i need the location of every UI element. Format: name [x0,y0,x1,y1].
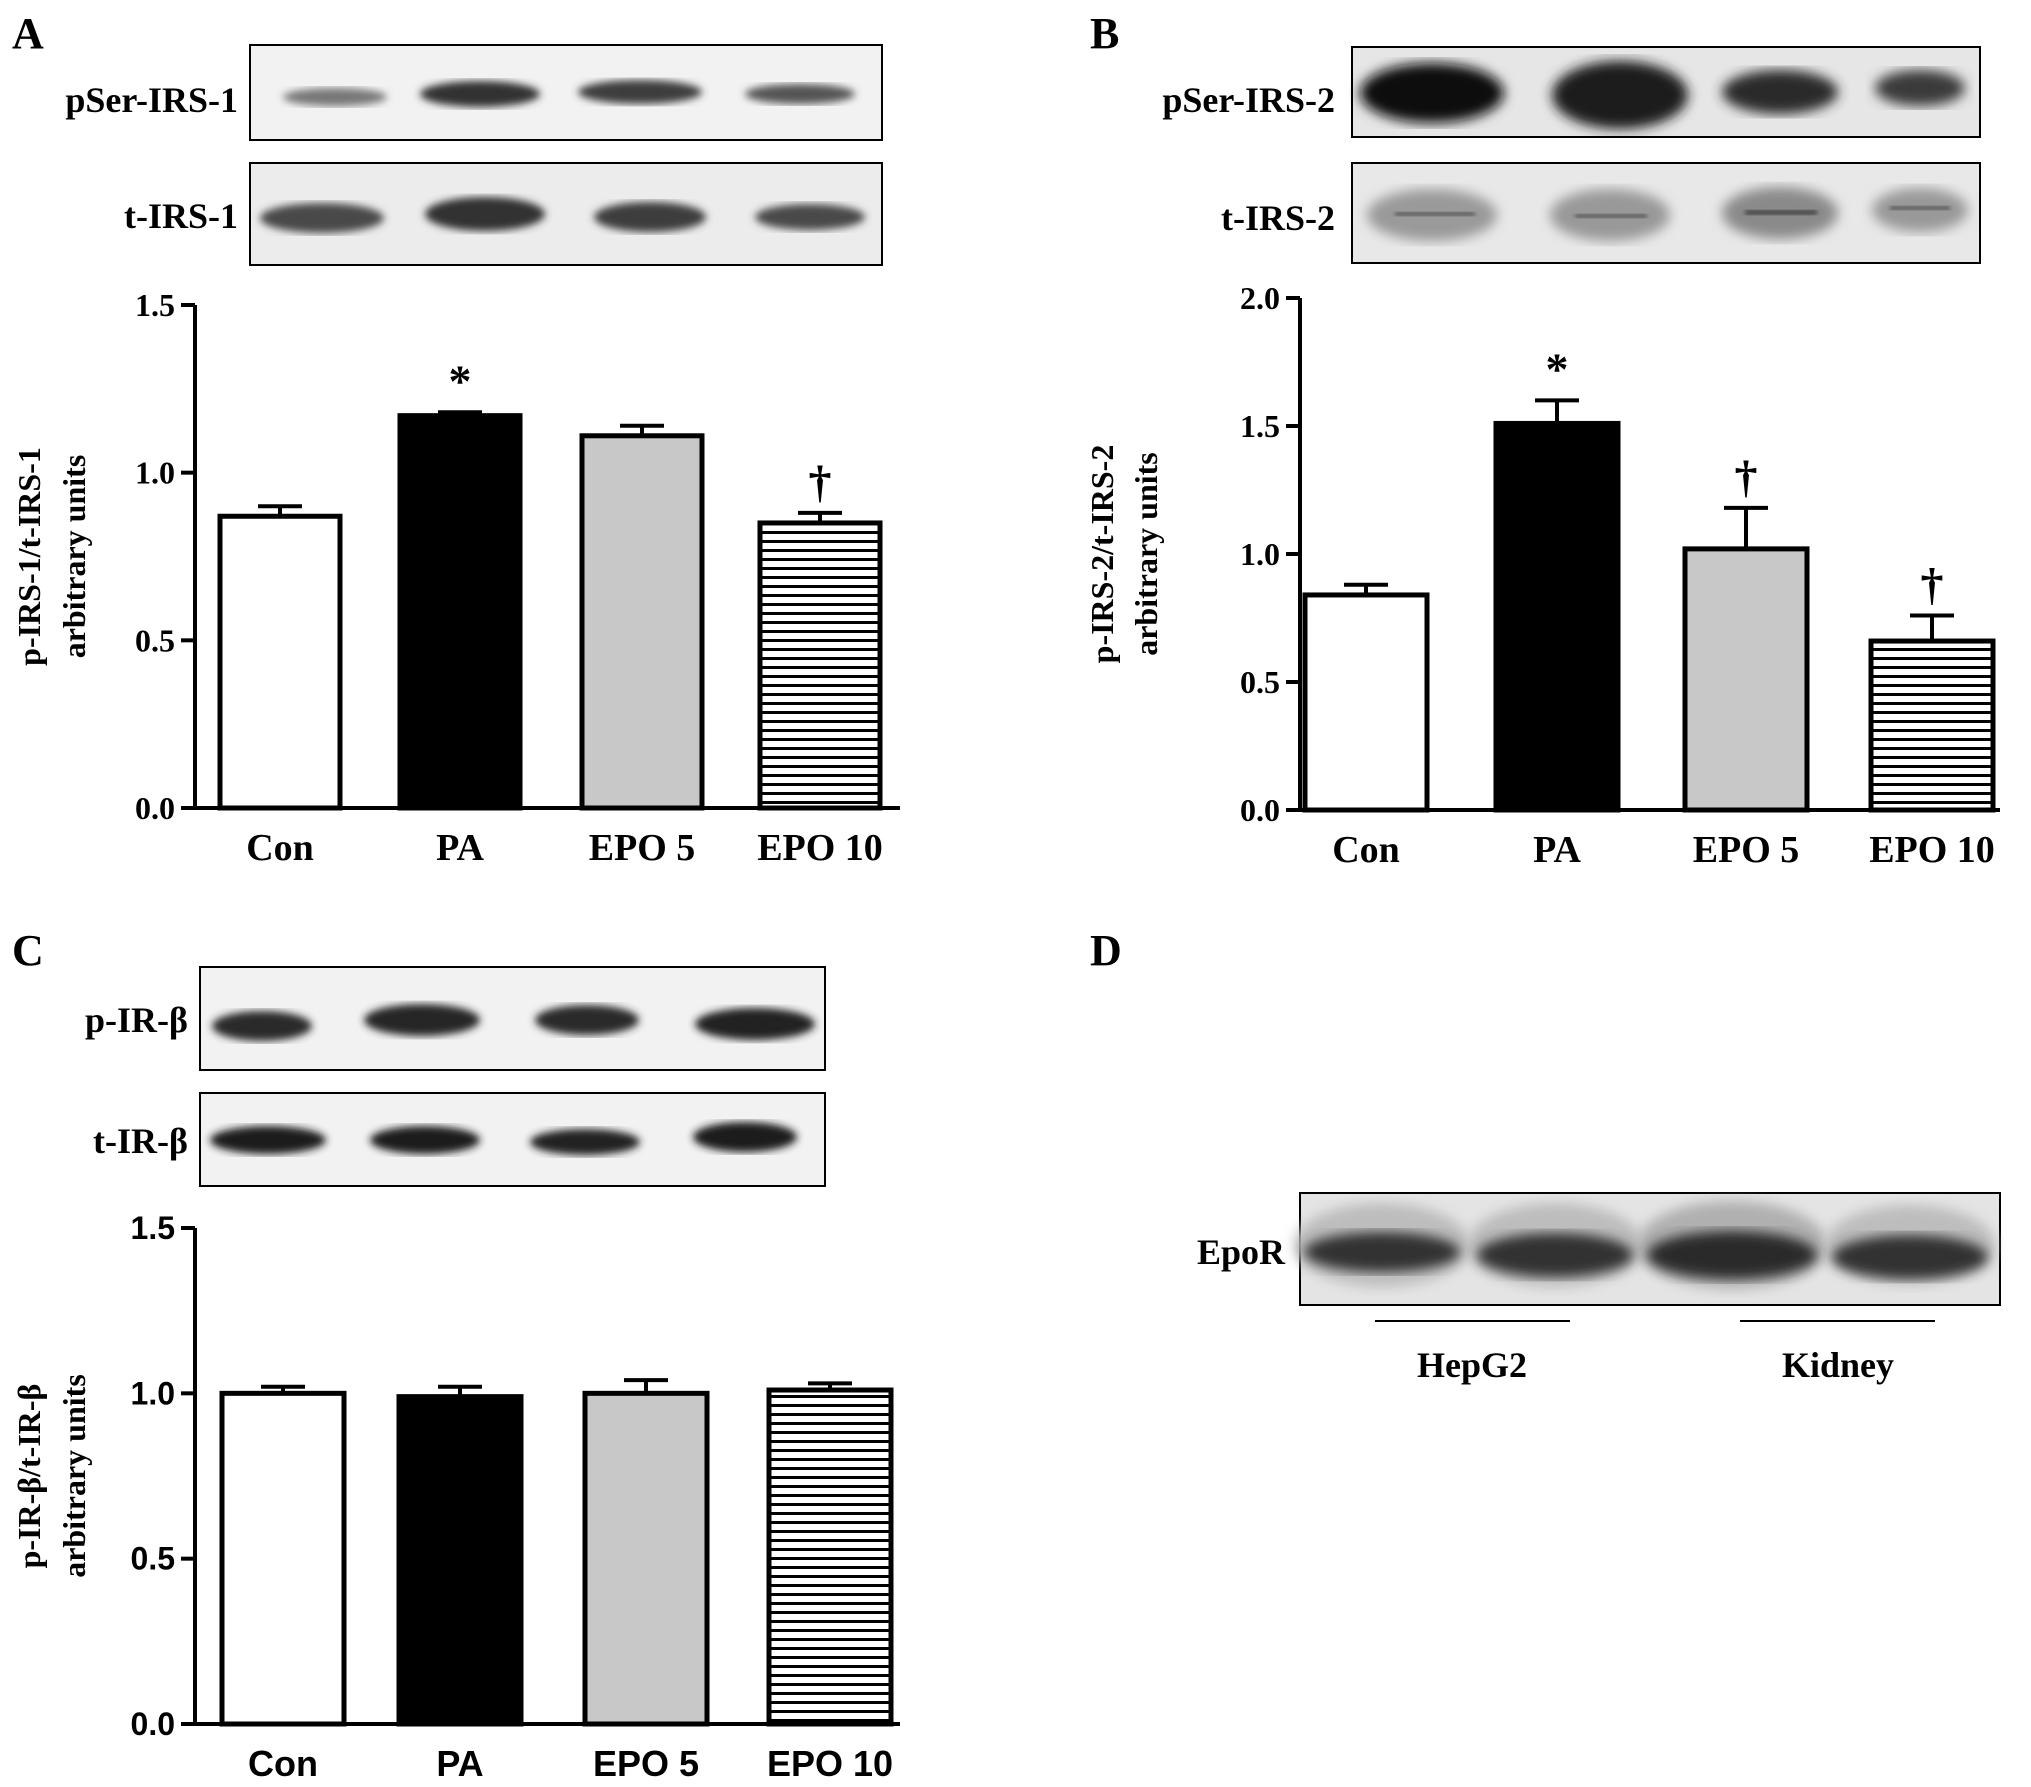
category-label-b: EPO 10 [1869,829,1995,871]
y-axis-label-b: arbitrary units [1128,452,1164,656]
bar-a-con [217,513,343,811]
significance-mark-a: † [809,456,832,507]
panel-d: D EpoR HepG2 Kidney [1090,926,2001,1385]
bar-c-pa [396,1394,524,1727]
blot-label-t-ir-beta: t-IR-β [93,1121,188,1161]
panel-c: C p-IR-β t-IR-β 0.0 0.5 1.0 1.5 p-IR-β/t-IR-… [11,926,900,1784]
panel-letter-a: A [12,9,44,58]
y-tick-label-c: 1.5 [131,1210,175,1246]
bar-a-epo5 [579,433,705,811]
y-tick-label-a: 1.0 [135,455,175,491]
y-tick-label-b: 2.0 [1240,280,1280,316]
significance-mark-a: * [449,355,472,406]
blot-image-pser-irs1 [249,44,883,141]
y-axis-label-b: p-IRS-2/t-IRS-2 [1084,445,1120,664]
y-tick-label-b: 1.0 [1240,536,1280,572]
blot-image-t-irs1 [249,162,883,266]
panel-letter-d: D [1090,926,1122,975]
y-axis-label-c: p-IR-β/t-IR-β [11,1384,47,1569]
group-label-kidney: Kidney [1782,1345,1894,1385]
category-label-b: Con [1332,829,1400,871]
category-label-b: PA [1533,829,1581,871]
y-tick-label-c: 0.5 [131,1541,175,1577]
category-label-a: Con [246,827,314,869]
significance-mark-b: † [1921,558,1944,609]
category-label-c: Con [248,1743,318,1784]
blot-image-epor [1294,1192,2001,1306]
bar-a-epo10 [757,520,883,811]
category-label-c: EPO 10 [767,1743,893,1784]
category-label-a: EPO 5 [589,827,696,869]
blot-label-p-ir-beta: p-IR-β [85,1000,188,1040]
bar-chart-c: 0.0 0.5 1.0 1.5 p-IR-β/t-IR-β arbitrary units… [11,1210,900,1784]
bar-c-epo5 [582,1390,710,1727]
significance-mark-b: † [1735,451,1758,502]
y-axis-label-c: arbitrary units [56,1374,92,1578]
category-label-a: EPO 10 [757,827,883,869]
significance-mark-b: * [1546,343,1569,394]
blot-label-pser-irs1: pSer-IRS-1 [65,80,238,120]
blot-label-t-irs2: t-IRS-2 [1221,198,1335,238]
panel-a: A pSer-IRS-1 t-IRS-1 0.0 0.5 1.0 1.5 p-IRS-1… [11,9,900,869]
blot-image-t-irs2 [1351,162,1981,264]
y-tick-label-b: 0.5 [1240,664,1280,700]
category-label-b: EPO 5 [1693,829,1800,871]
bar-c-epo10 [766,1387,894,1727]
panel-letter-c: C [12,926,44,975]
bar-b-epo10 [1868,638,1996,813]
bar-a-pa [397,413,523,811]
blot-label-t-irs1: t-IRS-1 [124,196,238,236]
y-tick-label-a: 0.5 [135,622,175,658]
category-label-a: PA [436,827,484,869]
blot-label-pser-irs2: pSer-IRS-2 [1162,80,1335,120]
bar-b-con [1302,592,1430,813]
group-label-hepg2: HepG2 [1417,1345,1527,1385]
y-tick-label-a: 1.5 [135,287,175,323]
bar-c-con [219,1390,347,1727]
y-tick-label-c: 1.0 [131,1375,175,1411]
bar-chart-a: 0.0 0.5 1.0 1.5 p-IRS-1/t-IRS-1 arbitrary uni… [11,287,900,869]
y-tick-label-a: 0.0 [135,790,175,826]
y-axis-label-a: p-IRS-1/t-IRS-1 [11,447,47,666]
bar-b-pa [1493,420,1621,813]
y-axis-label-a: arbitrary units [56,455,92,659]
panel-b: B pSer-IRS-2 t-IRS-2 0.0 0.5 1.0 1.5 2.0 p-IR… [1084,9,2000,871]
blot-label-epor: EpoR [1197,1232,1286,1272]
bar-chart-b: 0.0 0.5 1.0 1.5 2.0 p-IRS-2/t-IRS-2 arbitrary … [1084,280,2000,871]
blot-image-t-ir-beta [199,1092,826,1187]
category-label-c: PA [436,1743,483,1784]
y-tick-label-b: 1.5 [1240,408,1280,444]
bar-b-epo5 [1682,546,1810,813]
category-label-c: EPO 5 [593,1743,699,1784]
blot-image-pser-irs2 [1351,46,1981,138]
y-tick-label-c: 0.0 [131,1706,175,1742]
blot-image-p-ir-beta [199,966,826,1071]
panel-letter-b: B [1090,9,1119,58]
y-tick-label-b: 0.0 [1240,792,1280,828]
